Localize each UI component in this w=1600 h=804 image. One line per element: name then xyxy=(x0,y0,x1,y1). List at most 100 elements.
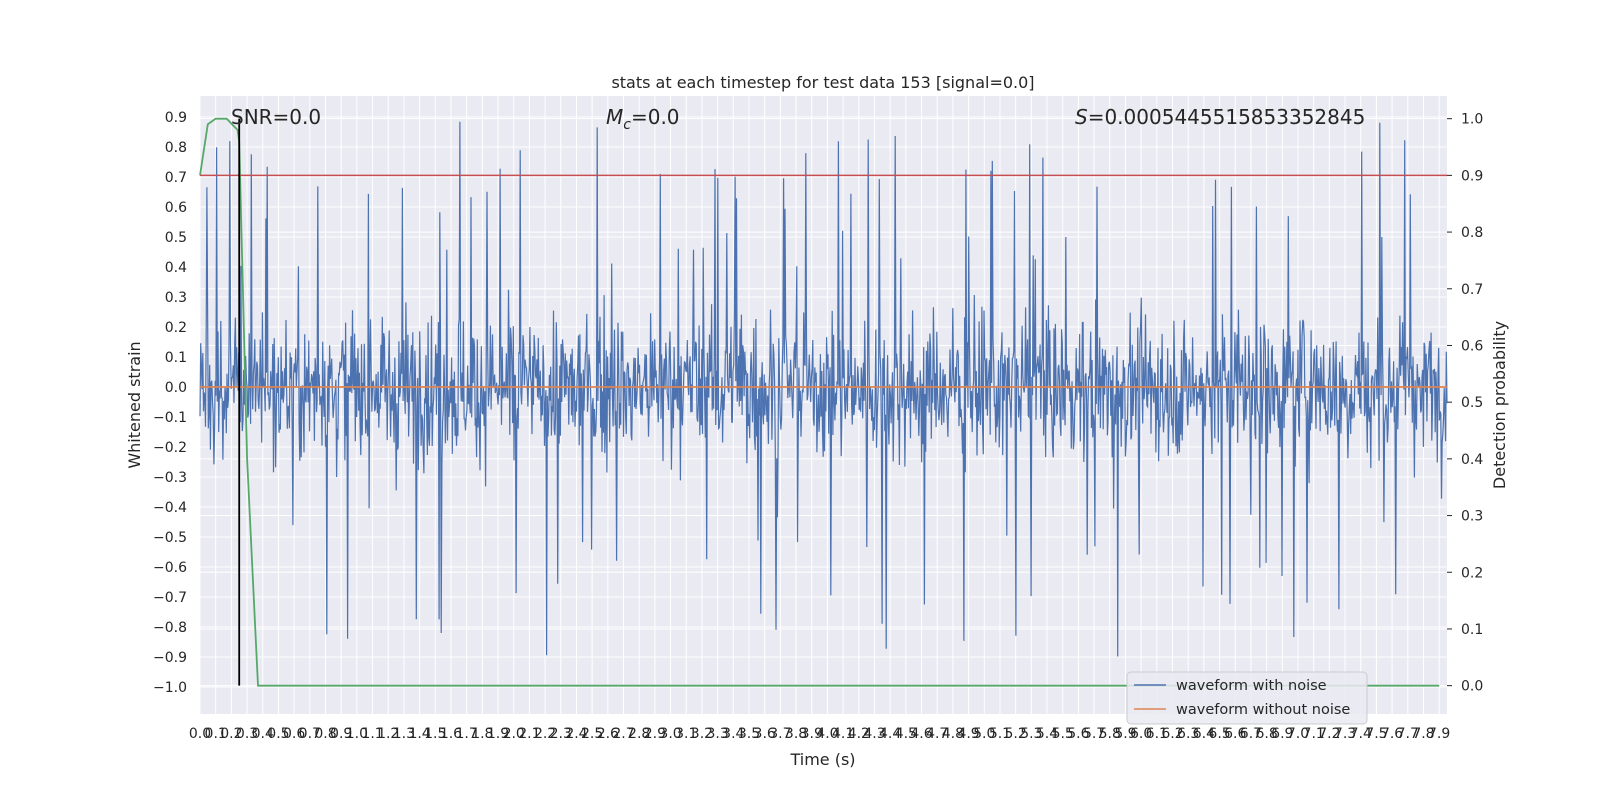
x-tick-label: 1.3 xyxy=(393,726,415,742)
mc-symbol: M xyxy=(606,105,623,129)
s-annotation: S=0.0005445515853352845 xyxy=(1075,105,1365,129)
x-tick-label: 4.5 xyxy=(895,726,917,742)
y-tick-label: 0.4 xyxy=(165,260,187,276)
detection-probability-series xyxy=(199,117,1440,687)
x-tick-label: 5.4 xyxy=(1036,726,1058,742)
x-tick-label: 3.1 xyxy=(675,726,697,742)
x-tick-label: 4.0 xyxy=(816,726,838,742)
x-tick-label: 2.2 xyxy=(534,726,556,742)
y-axis-label: Whitened strain xyxy=(125,341,144,468)
x-tick-label: 5.0 xyxy=(973,726,995,742)
y-tick-label: 0.7 xyxy=(165,170,187,186)
y2-tick-label: 1.0 xyxy=(1461,112,1483,128)
y-tick-label: −0.8 xyxy=(153,620,187,636)
x-tick-label: 6.0 xyxy=(1130,726,1152,742)
mc-annotation: Mc=0.0 xyxy=(606,105,680,133)
x-axis-label: Time (s) xyxy=(789,750,855,769)
x-tick-label: 7.2 xyxy=(1318,726,1340,742)
x-tick-label: 7.5 xyxy=(1365,726,1387,742)
y-tick-label: −0.1 xyxy=(153,410,187,426)
noise-waveform-series xyxy=(199,121,1448,657)
x-tick-label: 7.1 xyxy=(1303,726,1325,742)
y-tick-label: −0.2 xyxy=(153,440,187,456)
x-tick-label: 1.8 xyxy=(471,726,493,742)
x-tick-label: 3.9 xyxy=(801,726,823,742)
x-tick-label: 5.3 xyxy=(1020,726,1042,742)
legend-label-noise: waveform with noise xyxy=(1176,678,1327,694)
x-tick-label: 1.2 xyxy=(377,726,399,742)
y-tick-label: −0.6 xyxy=(153,560,187,576)
y2-tick-label: 0.6 xyxy=(1461,338,1483,354)
s-value: =0.0005445515853352845 xyxy=(1088,105,1366,129)
x-tick-label: 3.6 xyxy=(754,726,776,742)
x-tick-label: 0.1 xyxy=(205,726,227,742)
x-tick-label: 0.7 xyxy=(299,726,321,742)
y2-tick-label: 0.4 xyxy=(1461,452,1483,468)
x-tick-label: 0.5 xyxy=(267,726,289,742)
y-tick-label: 0.8 xyxy=(165,140,187,156)
x-tick-label: 6.8 xyxy=(1255,726,1277,742)
s-symbol: S xyxy=(1075,105,1088,129)
x-tick-label: 4.4 xyxy=(879,726,901,742)
x-tick-label: 7.8 xyxy=(1412,726,1434,742)
x-tick-label: 3.7 xyxy=(769,726,791,742)
y2-tick-label: 0.2 xyxy=(1461,565,1483,581)
x-tick-label: 1.7 xyxy=(456,726,478,742)
x-tick-label: 4.7 xyxy=(926,726,948,742)
x-tick-label: 0.6 xyxy=(283,726,305,742)
mc-value: =0.0 xyxy=(631,105,680,129)
x-tick-label: 0.9 xyxy=(330,726,352,742)
x-tick-label: 5.5 xyxy=(1052,726,1074,742)
y-tick-label: 0.1 xyxy=(165,350,187,366)
snr-annotation: SNR=0.0 xyxy=(231,105,321,129)
x-tick-label: 7.9 xyxy=(1428,726,1450,742)
y-tick-label: −0.4 xyxy=(153,500,187,516)
x-tick-label: 2.5 xyxy=(581,726,603,742)
x-tick-label: 4.3 xyxy=(863,726,885,742)
y-tick-label: 0.2 xyxy=(165,320,187,336)
x-tick-label: 4.1 xyxy=(832,726,854,742)
x-tick-label: 2.4 xyxy=(565,726,587,742)
x-tick-label: 6.2 xyxy=(1161,726,1183,742)
x-tick-label: 7.7 xyxy=(1397,726,1419,742)
x-tick-label: 1.4 xyxy=(408,726,430,742)
y2-tick-label: 0.1 xyxy=(1461,622,1483,638)
x-tick-label: 2.3 xyxy=(550,726,572,742)
x-tick-label: 5.2 xyxy=(1005,726,1027,742)
x-tick-label: 0.8 xyxy=(314,726,336,742)
detection-probability-line xyxy=(199,117,1440,687)
x-tick-label: 3.2 xyxy=(691,726,713,742)
x-tick-label: 3.3 xyxy=(706,726,728,742)
x-tick-labels: 0.00.10.20.30.40.50.60.70.80.91.01.11.21… xyxy=(189,726,1450,742)
x-tick-label: 0.3 xyxy=(236,726,258,742)
y2-tick-label: 0.8 xyxy=(1461,225,1483,241)
x-tick-label: 5.7 xyxy=(1083,726,1105,742)
x-tick-label: 2.9 xyxy=(644,726,666,742)
x-tick-label: 6.6 xyxy=(1224,726,1246,742)
y-tick-label: 0.6 xyxy=(165,200,187,216)
x-tick-label: 1.9 xyxy=(487,726,509,742)
legend: waveform with noise waveform without noi… xyxy=(1126,671,1368,725)
y-tick-label: −0.5 xyxy=(153,530,187,546)
y-tick-label: −0.7 xyxy=(153,590,187,606)
x-tick-label: 2.1 xyxy=(518,726,540,742)
y-tick-label: 0.0 xyxy=(165,380,187,396)
y2-tick-label: 0.0 xyxy=(1461,679,1483,695)
x-tick-label: 5.8 xyxy=(1099,726,1121,742)
x-tick-label: 2.7 xyxy=(612,726,634,742)
x-tick-label: 6.1 xyxy=(1146,726,1168,742)
x-tick-label: 5.1 xyxy=(989,726,1011,742)
x-tick-label: 0.4 xyxy=(252,726,274,742)
y2-tick-label: 0.9 xyxy=(1461,168,1483,184)
x-tick-label: 2.6 xyxy=(597,726,619,742)
x-tick-label: 0.0 xyxy=(189,726,211,742)
noise-waveform-line xyxy=(199,121,1448,657)
x-tick-label: 7.0 xyxy=(1287,726,1309,742)
x-tick-label: 1.0 xyxy=(346,726,368,742)
x-tick-label: 3.8 xyxy=(785,726,807,742)
y2-axis-label: Detection probability xyxy=(1490,321,1509,489)
x-tick-label: 0.2 xyxy=(220,726,242,742)
x-tick-label: 6.5 xyxy=(1208,726,1230,742)
x-tick-label: 7.3 xyxy=(1334,726,1356,742)
x-tick-label: 6.3 xyxy=(1177,726,1199,742)
